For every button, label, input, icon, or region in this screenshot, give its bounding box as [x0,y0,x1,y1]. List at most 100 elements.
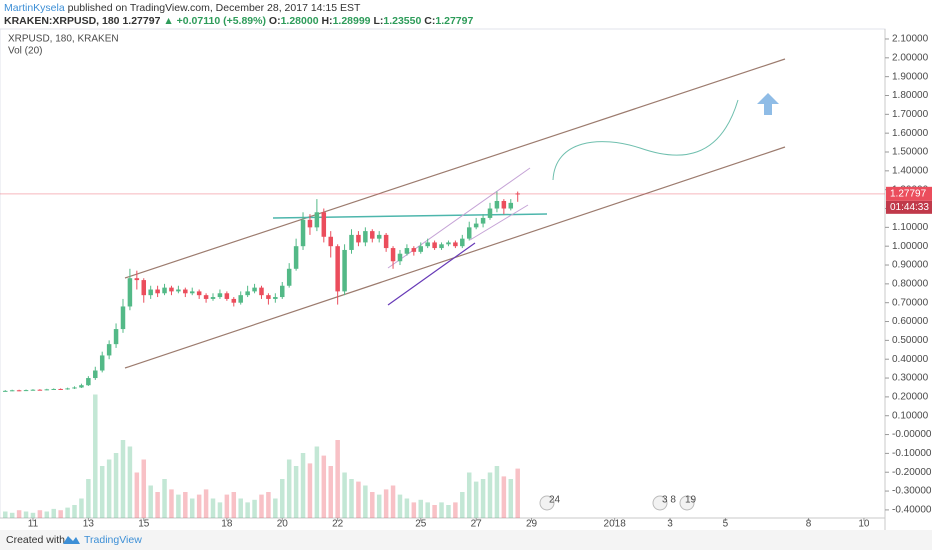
y-tick-label: 1.40000 [892,165,929,176]
volume-bar [356,481,361,518]
candle-body [93,370,98,379]
volume-bar [217,502,223,518]
candle-body [439,244,444,249]
volume-bar [300,453,306,518]
y-tick-label: 1.50000 [892,147,929,158]
volume-bar [363,485,368,518]
l-label: L: [373,15,384,27]
volume-bar [86,479,91,518]
volume-bar [231,492,237,518]
countdown-box [886,200,932,214]
volume-bar [106,459,112,518]
volume-layer [3,394,520,518]
volume-bar [466,472,472,518]
y-tick-label: 0.90000 [892,260,929,271]
volume-bar [120,440,126,518]
event-icon[interactable] [679,495,695,511]
small-channel-upper [387,167,531,269]
l: 1.23550 [383,15,422,27]
y-tick-label: -0.20000 [892,467,932,478]
candle-body [328,236,333,247]
candle-body [293,246,299,269]
candle-body [515,193,520,195]
x-tick-label: 15 [138,519,150,530]
candle-body [259,287,264,296]
candle-body [9,390,15,392]
volume-bar [425,502,430,518]
volume-bar [183,492,188,518]
candle-body [148,289,153,296]
event-icon[interactable] [652,495,668,511]
candle-body [363,231,368,243]
x-tick-label: 29 [526,519,538,530]
candle-body [169,287,174,292]
candle-body [314,212,320,228]
y-tick-label: 0.50000 [892,335,929,346]
candle-body [273,297,278,299]
candle-body [162,287,167,294]
volume-bar [113,453,119,518]
x-tick-label: 5 [723,519,729,530]
candle-body [460,238,465,247]
publish-line: MartinKysela published on TradingView.co… [4,2,360,14]
volume-bar [141,459,147,518]
volume-bar [342,472,347,518]
footer-brand[interactable]: TradingView [84,534,142,546]
volume-bar [134,472,140,518]
y-tick-label: 0.80000 [892,279,929,290]
candle-body [280,285,285,298]
volume-bar [280,479,285,518]
small-channel-lower [469,204,529,241]
candle-body [3,390,8,392]
volume-bar [196,494,202,518]
candle-body [494,200,500,209]
y-tick-label: 0.60000 [892,316,929,327]
x-tick-label: 22 [332,519,344,530]
volume-bar [473,481,479,518]
candle-body [356,234,361,243]
candle-body [23,390,29,392]
h-label: H: [321,15,333,27]
drawings [124,58,786,369]
volume-bar [286,459,292,518]
x-tick-label: 3 [667,519,673,530]
y-tick-label: 0.70000 [892,297,929,308]
y-tick-label: 1.90000 [892,71,929,82]
volume-bar [397,494,403,518]
candle-body [321,212,327,237]
volume-bar [418,499,424,518]
volume-bar [259,494,264,518]
volume-bar [480,479,486,518]
candle-body [508,202,514,209]
event-label: 24 [549,495,561,506]
resistance-line [272,213,548,219]
volume-bar [16,510,22,518]
volume-bar [266,492,271,518]
volume-bar [439,502,444,518]
author[interactable]: MartinKysela [4,2,65,14]
volume-bar [93,394,98,518]
volume-bar [453,502,458,518]
candle-body [196,291,202,296]
x-tick-label: 10 [858,519,870,530]
candle-body [127,278,133,307]
volume-bar [30,512,36,518]
event-icon[interactable] [539,495,555,511]
volume-bar [432,505,437,518]
volume-bar [376,494,382,518]
volume-bar [349,479,354,518]
candle-body [349,234,354,250]
candle-body [300,219,306,247]
x-tick-label: 8 [806,519,812,530]
candle-body [446,242,451,245]
event-label: 19 [685,495,697,506]
candle-body [307,219,313,228]
candle-body [411,248,417,252]
candle-body [113,329,119,345]
volume-bar [494,466,500,518]
candle-body [210,297,216,299]
volume-bar [176,494,181,518]
volume-bar [446,505,451,518]
volume-bar [293,466,299,518]
